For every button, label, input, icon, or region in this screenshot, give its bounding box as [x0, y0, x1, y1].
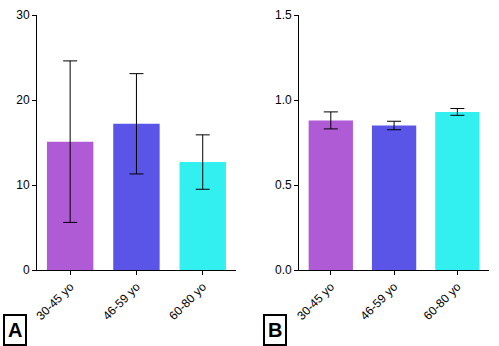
svg-text:B: B [268, 319, 282, 341]
svg-text:A: A [8, 319, 22, 341]
svg-text:30: 30 [16, 8, 30, 22]
svg-text:46-59 yo: 46-59 yo [358, 280, 401, 323]
svg-text:0: 0 [23, 263, 30, 277]
svg-text:10: 10 [16, 178, 30, 192]
svg-text:0.0: 0.0 [275, 263, 292, 277]
svg-text:1.5: 1.5 [275, 8, 292, 22]
svg-text:20: 20 [16, 93, 30, 107]
svg-text:46-59 yo: 46-59 yo [100, 280, 143, 323]
svg-text:60-80 yo: 60-80 yo [166, 280, 209, 323]
svg-text:30-45 yo: 30-45 yo [34, 280, 77, 323]
svg-text:0.5: 0.5 [275, 178, 292, 192]
svg-text:1.0: 1.0 [275, 93, 292, 107]
svg-text:60-80 yo: 60-80 yo [421, 280, 464, 323]
svg-text:30-45 yo: 30-45 yo [294, 280, 337, 323]
